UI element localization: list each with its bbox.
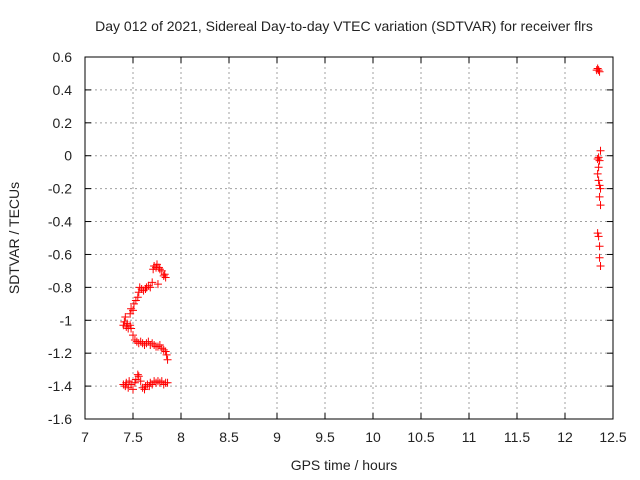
y-tick-label: 0: [64, 148, 72, 164]
data-point: [148, 380, 157, 389]
data-point: [593, 64, 602, 73]
x-axis-label: GPS time / hours: [291, 457, 398, 473]
y-tick-label: -0.4: [48, 214, 72, 230]
y-tick-label: 0.6: [53, 49, 73, 65]
data-point: [129, 385, 137, 394]
data-point: [144, 337, 153, 346]
data-point: [594, 232, 603, 241]
y-axis-label: SDTVAR / TECUs: [6, 182, 22, 294]
data-point: [595, 67, 604, 76]
data-point: [155, 340, 164, 349]
y-tick-label: -0.6: [48, 246, 72, 262]
data-point: [159, 271, 168, 280]
data-point: [129, 306, 137, 315]
y-tick-labels: 0.6 0.4 0.2 0 -0.2 -0.4 -0.6 -0.8 -1 -1.2 -1.4 -1.6: [48, 49, 72, 427]
y-tick-label: -0.2: [48, 181, 72, 197]
data-point: [593, 229, 602, 238]
x-tick-label: 10: [365, 429, 381, 445]
data-points: [119, 64, 605, 394]
data-point: [159, 380, 168, 389]
data-point: [140, 385, 149, 394]
data-point: [157, 377, 166, 386]
data-point: [153, 260, 161, 269]
data-point: [596, 261, 605, 270]
data-point: [148, 278, 157, 287]
data-point: [594, 163, 603, 172]
y-tick-label: -0.8: [48, 279, 72, 295]
data-point: [596, 201, 605, 210]
data-point: [160, 270, 169, 279]
data-point: [121, 312, 130, 321]
data-point: [125, 377, 134, 386]
chart-title: Day 012 of 2021, Sidereal Day-to-day VTE…: [95, 18, 593, 34]
data-point: [595, 242, 604, 251]
data-point: [595, 192, 604, 201]
data-point: [596, 146, 605, 155]
grid-lines: [85, 57, 613, 419]
axis-ticks: [84, 56, 614, 420]
x-tick-label: 7: [81, 429, 89, 445]
data-point: [161, 347, 170, 356]
data-point: [130, 336, 139, 345]
data-point: [157, 344, 166, 353]
data-point: [595, 181, 604, 190]
data-point: [127, 304, 136, 313]
data-point: [596, 184, 605, 193]
data-point: [129, 331, 137, 340]
y-tick-label: -1.2: [48, 345, 72, 361]
x-tick-label: 7.5: [123, 429, 143, 445]
y-tick-label: -1.4: [48, 378, 72, 394]
data-point: [134, 372, 143, 381]
y-tick-label: 0.2: [53, 115, 73, 131]
data-point: [136, 377, 145, 386]
x-tick-labels: 7 7.5 8 8.5 9 9.5 10 10.5 11 11.5 12 12.5: [81, 429, 627, 445]
data-point: [133, 370, 142, 379]
data-point: [594, 66, 603, 75]
data-point: [159, 345, 168, 354]
data-point: [133, 293, 142, 302]
data-point: [126, 321, 135, 330]
x-tick-label: 8: [177, 429, 185, 445]
data-point: [153, 280, 162, 289]
data-point: [161, 273, 170, 282]
data-point: [135, 283, 144, 292]
data-point: [136, 337, 145, 346]
data-point: [162, 350, 171, 359]
x-tick-label: 12: [557, 429, 573, 445]
data-point: [163, 355, 172, 364]
y-tick-label: -1: [60, 312, 73, 328]
x-tick-label: 12.5: [599, 429, 626, 445]
data-point: [163, 378, 172, 387]
data-point: [155, 265, 164, 274]
data-point: [130, 378, 139, 387]
data-point: [595, 253, 604, 262]
data-point: [144, 281, 153, 290]
data-point: [127, 380, 136, 389]
x-tick-label: 9.5: [315, 429, 335, 445]
data-point: [594, 176, 603, 185]
data-point: [593, 155, 602, 164]
data-point: [593, 169, 602, 178]
data-point: [122, 322, 131, 331]
x-tick-label: 10.5: [407, 429, 434, 445]
data-point: [127, 324, 136, 333]
x-tick-label: 11.5: [504, 429, 530, 445]
data-point: [148, 339, 157, 348]
data-point: [146, 283, 155, 292]
plot-frame: [84, 56, 614, 420]
y-tick-label: 0.4: [53, 82, 73, 98]
x-tick-label: 11: [462, 429, 477, 445]
x-tick-label: 8.5: [219, 429, 239, 445]
data-point: [129, 299, 138, 308]
data-point: [594, 153, 603, 162]
data-point: [153, 342, 162, 351]
x-tick-label: 9: [273, 429, 281, 445]
data-point: [131, 296, 140, 305]
data-point: [595, 156, 604, 165]
y-tick-label: -1.6: [48, 411, 72, 427]
